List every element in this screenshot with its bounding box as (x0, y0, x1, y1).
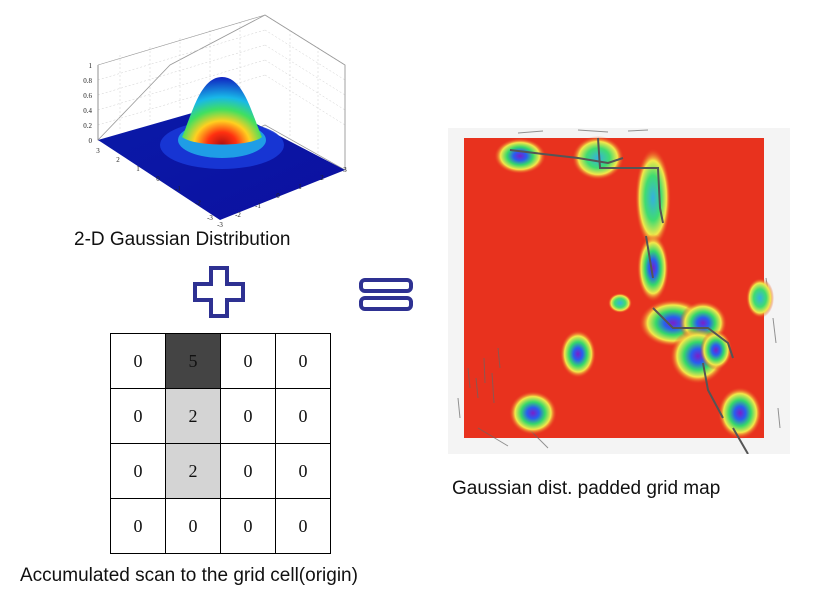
z-tick: 0.2 (83, 122, 92, 130)
x-tick: 0 (156, 175, 160, 183)
grid-cell: 5 (165, 333, 221, 389)
z-tick: 0 (89, 137, 93, 145)
z-tick: 1 (89, 62, 93, 70)
z-axis-ticks: 1 0.8 0.6 0.4 0.2 0 (83, 62, 92, 145)
gaussian-caption: 2-D Gaussian Distribution (74, 229, 291, 250)
gaussian-surface-plot: 1 0.8 0.6 0.4 0.2 0 3 2 1 0 -1 -2 -3 -3 … (83, 14, 347, 229)
y-axis-ticks: -3 -2 -1 0 1 2 3 (217, 166, 347, 229)
grid-cell: 0 (275, 443, 331, 499)
grid-cell: 0 (275, 388, 331, 444)
grid-cell: 0 (220, 443, 276, 499)
x-tick: 3 (96, 147, 100, 155)
grid-caption: Accumulated scan to the grid cell(origin… (20, 565, 358, 586)
grid-map-caption: Gaussian dist. padded grid map (452, 478, 721, 499)
gaussian-grid-map (448, 128, 790, 454)
grid-cell: 0 (110, 498, 166, 554)
y-tick: 3 (343, 166, 347, 174)
plus-symbol: + (219, 294, 220, 296)
grid-cell: 0 (110, 388, 166, 444)
grid-cell: 0 (110, 333, 166, 389)
map-background (464, 138, 764, 438)
plus-icon: + (193, 266, 245, 318)
x-tick: 2 (116, 156, 120, 164)
y-tick: 0 (276, 192, 280, 200)
grid-cell: 2 (165, 388, 221, 444)
y-tick: -1 (255, 202, 261, 210)
z-tick: 0.8 (83, 77, 92, 85)
y-tick: -2 (235, 211, 241, 219)
grid-cell: 0 (220, 498, 276, 554)
equals-symbol: = (386, 294, 387, 296)
scan-lines (509, 137, 749, 454)
grid-cell: 0 (275, 333, 331, 389)
scan-noise (457, 129, 781, 449)
y-tick: 2 (320, 174, 324, 182)
x-axis-ticks: 3 2 1 0 -1 -2 -3 (96, 147, 213, 222)
grid-cell: 0 (220, 333, 276, 389)
grid-cell: 0 (110, 443, 166, 499)
x-tick: -1 (175, 185, 181, 193)
grid-cell: 0 (220, 388, 276, 444)
gaussian-bump (182, 77, 262, 145)
equals-icon: = (359, 278, 413, 311)
y-tick: 1 (298, 183, 302, 191)
x-tick: 1 (136, 165, 140, 173)
grid-cell: 0 (275, 498, 331, 554)
y-tick: -3 (217, 221, 223, 229)
grid-cell: 2 (165, 443, 221, 499)
z-tick: 0.4 (83, 107, 92, 115)
x-tick: -2 (195, 199, 201, 207)
x-tick: -3 (207, 214, 213, 222)
z-tick: 0.6 (83, 92, 92, 100)
grid-cell: 0 (165, 498, 221, 554)
